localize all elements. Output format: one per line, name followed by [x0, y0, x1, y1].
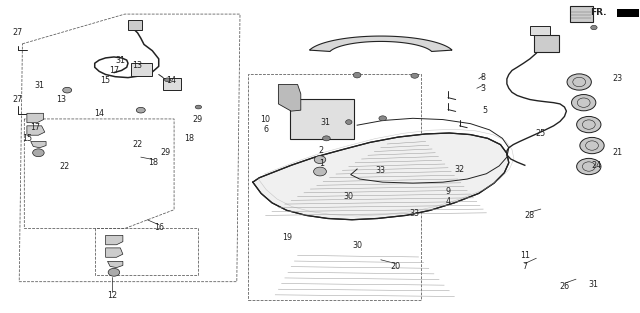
Text: 3: 3	[481, 84, 486, 93]
Bar	[163, 78, 181, 90]
Text: 31: 31	[115, 56, 125, 64]
Ellipse shape	[567, 74, 591, 90]
Text: 9: 9	[445, 187, 451, 196]
Polygon shape	[310, 36, 452, 51]
Text: 22: 22	[132, 140, 143, 149]
Text: 13: 13	[132, 61, 143, 69]
Text: 31: 31	[320, 118, 330, 127]
Text: 33: 33	[410, 209, 420, 218]
Text: 28: 28	[525, 211, 535, 220]
Ellipse shape	[591, 25, 597, 30]
Text: 14: 14	[94, 109, 104, 118]
Polygon shape	[617, 9, 639, 17]
Polygon shape	[31, 141, 46, 148]
Text: 16: 16	[154, 223, 164, 232]
Text: 27: 27	[13, 95, 23, 104]
Text: 2: 2	[319, 146, 324, 155]
Ellipse shape	[379, 116, 387, 121]
Text: 32: 32	[454, 165, 465, 174]
Text: 17: 17	[30, 123, 40, 132]
Text: 18: 18	[148, 158, 159, 167]
Polygon shape	[253, 133, 509, 220]
Ellipse shape	[353, 72, 361, 78]
Ellipse shape	[346, 120, 352, 124]
Text: 22: 22	[59, 162, 69, 171]
Text: 15: 15	[22, 134, 32, 143]
Bar	[290, 99, 354, 139]
Bar	[131, 63, 152, 76]
Ellipse shape	[577, 116, 601, 133]
Ellipse shape	[314, 156, 326, 163]
Text: 14: 14	[166, 76, 177, 85]
Text: 11: 11	[520, 251, 530, 259]
Polygon shape	[278, 85, 301, 111]
Bar	[570, 6, 593, 22]
Bar	[534, 35, 559, 52]
Text: 26: 26	[559, 282, 570, 291]
Ellipse shape	[323, 136, 330, 141]
Ellipse shape	[577, 158, 601, 175]
Polygon shape	[27, 126, 45, 135]
Text: 5: 5	[483, 106, 488, 115]
Bar	[248, 74, 421, 300]
Text: 6: 6	[263, 126, 268, 134]
Text: 31: 31	[35, 81, 45, 90]
Ellipse shape	[108, 268, 120, 276]
Polygon shape	[108, 261, 123, 268]
Polygon shape	[106, 248, 123, 257]
Text: 33: 33	[376, 166, 386, 175]
Ellipse shape	[314, 167, 326, 176]
Ellipse shape	[580, 137, 604, 154]
Ellipse shape	[411, 73, 419, 78]
Ellipse shape	[33, 149, 44, 156]
Text: 17: 17	[109, 66, 119, 75]
Text: FR.: FR.	[590, 8, 607, 17]
Bar	[128, 20, 142, 30]
Text: 18: 18	[184, 134, 194, 143]
Ellipse shape	[572, 95, 596, 111]
Text: 21: 21	[612, 148, 623, 157]
Ellipse shape	[164, 78, 171, 82]
Text: 10: 10	[260, 115, 271, 124]
Text: 29: 29	[192, 115, 202, 124]
Text: 8: 8	[481, 73, 486, 82]
Text: 31: 31	[589, 280, 599, 289]
Text: 15: 15	[100, 76, 111, 85]
Ellipse shape	[136, 107, 145, 113]
Text: 4: 4	[445, 198, 451, 206]
Text: 7: 7	[522, 262, 527, 271]
Text: 29: 29	[160, 148, 170, 157]
Text: 27: 27	[13, 28, 23, 37]
Text: 13: 13	[56, 95, 66, 104]
Text: 30: 30	[344, 192, 354, 201]
Polygon shape	[106, 235, 123, 245]
Ellipse shape	[63, 87, 72, 93]
Text: 20: 20	[390, 262, 401, 271]
Text: 24: 24	[591, 161, 602, 170]
Ellipse shape	[195, 105, 202, 109]
Text: 25: 25	[536, 130, 546, 138]
Polygon shape	[27, 113, 44, 123]
Text: 19: 19	[282, 233, 292, 242]
Text: 12: 12	[107, 291, 117, 300]
Bar	[530, 26, 550, 35]
Text: 23: 23	[612, 74, 623, 83]
Text: 30: 30	[352, 241, 362, 250]
Text: 1: 1	[319, 159, 324, 168]
